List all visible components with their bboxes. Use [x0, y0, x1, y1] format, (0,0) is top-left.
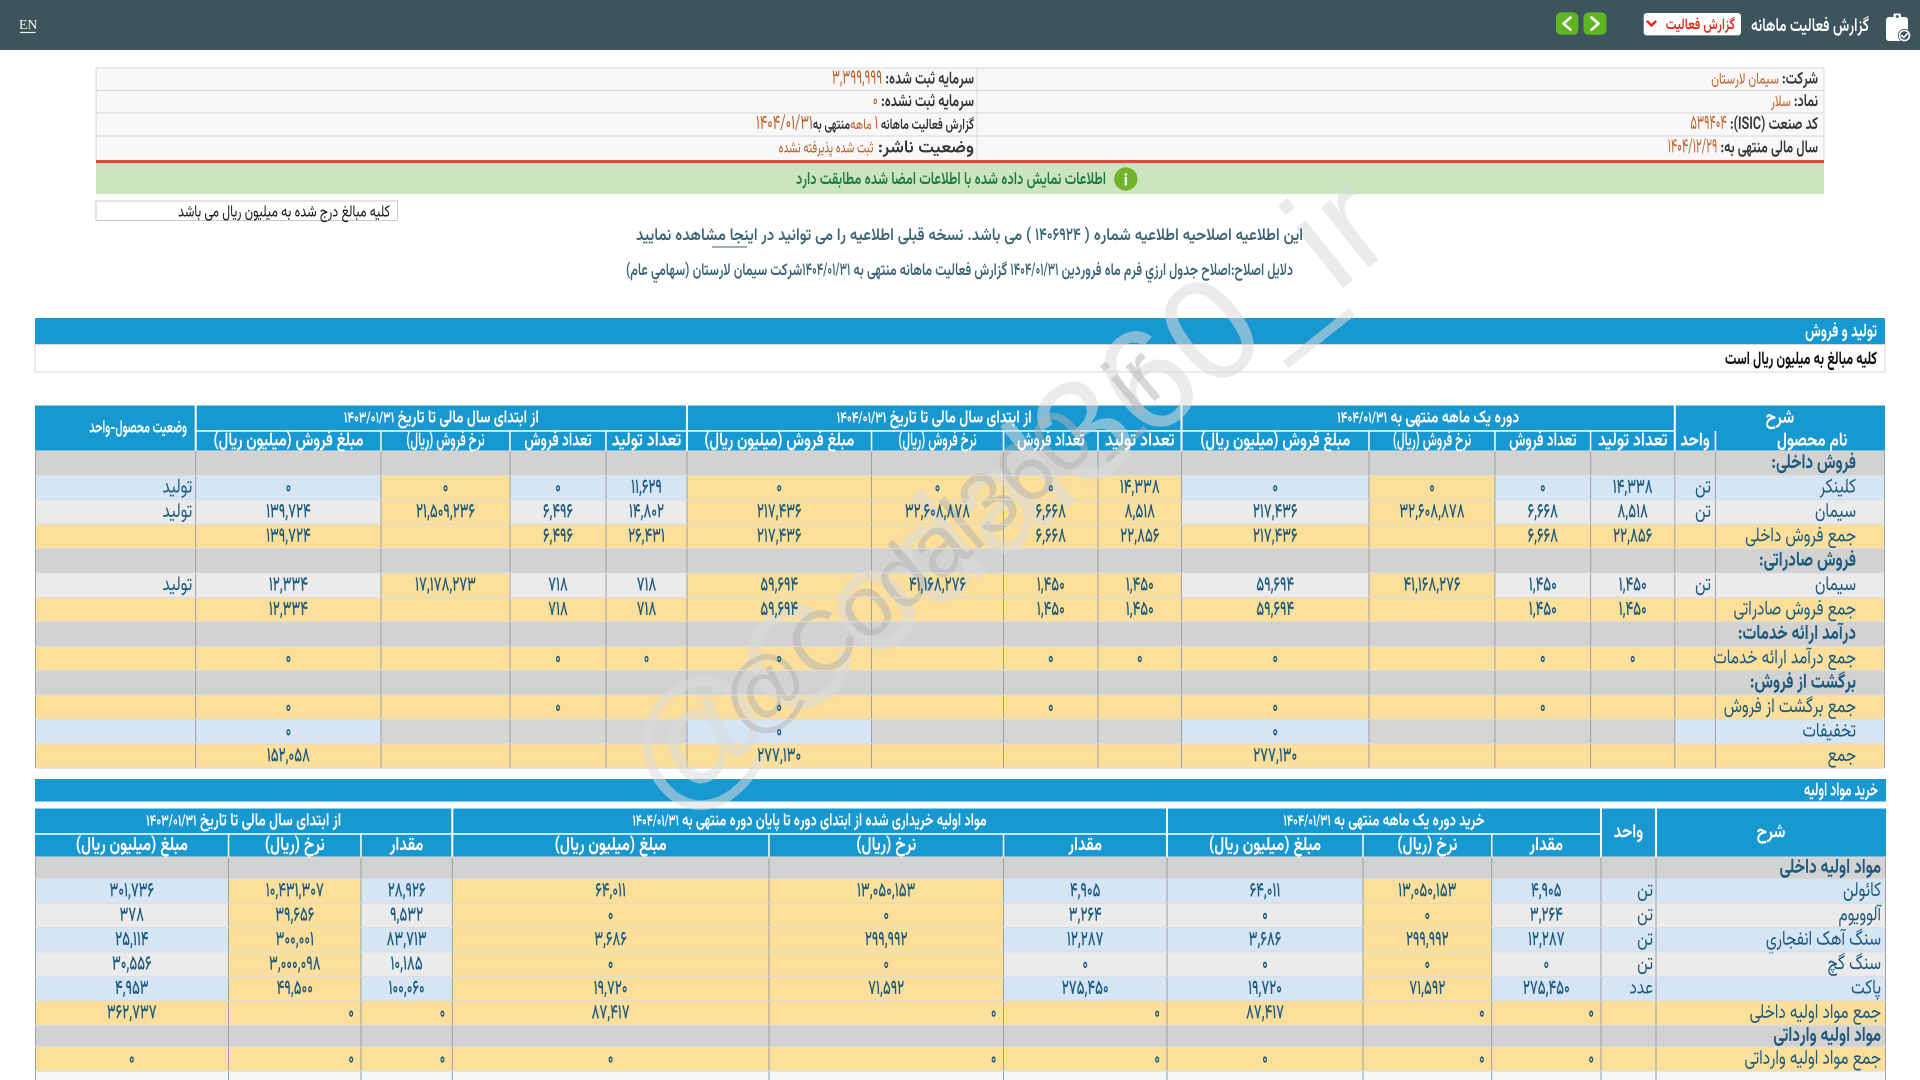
svg-text:EN: EN: [19, 17, 37, 32]
